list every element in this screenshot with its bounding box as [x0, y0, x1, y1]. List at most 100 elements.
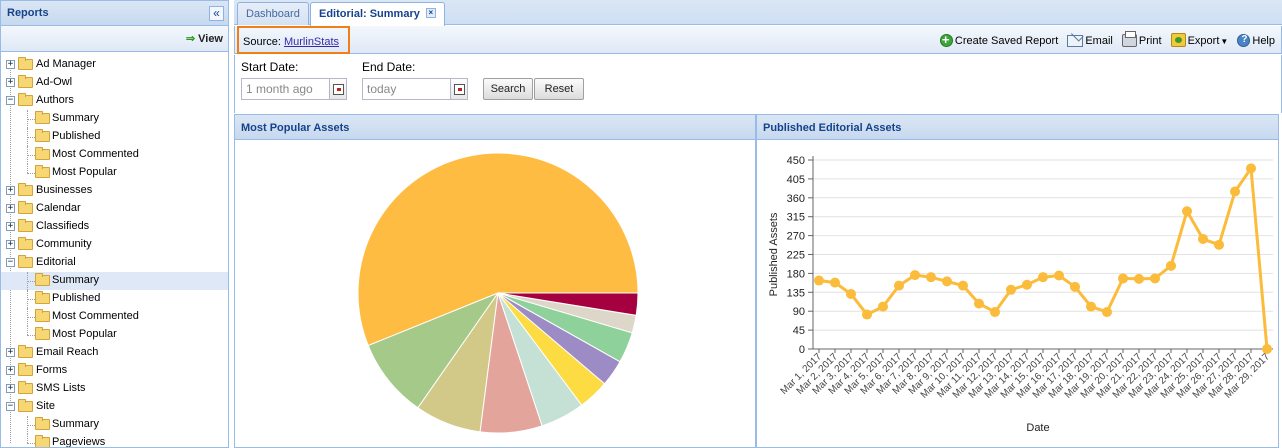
expand-node-icon[interactable]: +	[6, 185, 15, 195]
folder-icon	[35, 165, 50, 178]
tree-connector	[27, 164, 28, 173]
y-tick-label: 180	[787, 268, 805, 280]
tree-connector	[10, 65, 11, 443]
tree-report-label: Summary	[52, 274, 100, 286]
tree-folder[interactable]: + Email Reach	[1, 344, 228, 362]
expand-node-icon[interactable]: +	[6, 203, 15, 213]
tree-connector	[27, 299, 35, 300]
date-filter-bar: Start Date: End Date: Search Reset	[234, 55, 1282, 113]
expand-node-icon[interactable]: +	[6, 239, 15, 249]
tree-report-item[interactable]: Most Commented	[1, 146, 228, 164]
end-date-input[interactable]	[363, 79, 450, 99]
expand-node-icon[interactable]: +	[6, 347, 15, 357]
source-link[interactable]: MurlinStats	[283, 36, 340, 48]
help-button[interactable]: Help	[1237, 34, 1275, 47]
export-button[interactable]: Export▼	[1170, 33, 1228, 47]
data-point	[1006, 284, 1016, 295]
print-button[interactable]: Print	[1121, 31, 1162, 47]
data-point	[878, 301, 888, 312]
tree-report-item[interactable]: Most Commented	[1, 308, 228, 326]
tree-report-item[interactable]: Most Popular	[1, 164, 228, 182]
tree-report-item[interactable]: Pageviews	[1, 434, 228, 448]
tree-folder[interactable]: + Ad Manager	[1, 56, 228, 74]
data-point	[1038, 272, 1048, 283]
tree-connector	[27, 425, 35, 426]
end-date-calendar-icon[interactable]	[451, 78, 468, 100]
folder-icon	[18, 183, 33, 196]
expand-node-icon[interactable]: +	[6, 365, 15, 375]
tree-folder[interactable]: + Businesses	[1, 182, 228, 200]
folder-icon	[18, 255, 33, 268]
most-popular-assets-pie-chart	[357, 152, 639, 434]
tree-folder-label: Ad Manager	[36, 58, 96, 70]
end-date-field[interactable]	[362, 78, 451, 100]
collapse-panel-icon[interactable]: «	[209, 6, 224, 21]
expand-node-icon[interactable]: +	[6, 221, 15, 231]
tree-folder-label: Authors	[36, 94, 74, 106]
folder-icon	[18, 237, 33, 250]
data-point	[1118, 273, 1128, 284]
folder-icon	[18, 57, 33, 70]
tree-report-item[interactable]: Summary	[1, 272, 228, 290]
y-tick-label: 315	[787, 212, 805, 224]
view-button[interactable]: ⇒ View	[186, 32, 223, 45]
expand-node-icon[interactable]: +	[6, 59, 15, 69]
tab-editorial-summary[interactable]: Editorial: Summary ×	[310, 2, 445, 26]
tree-folder[interactable]: + Community	[1, 236, 228, 254]
tree-report-label: Published	[52, 292, 101, 304]
tree-report-item[interactable]: Summary	[1, 110, 228, 128]
tab-dashboard[interactable]: Dashboard	[237, 2, 309, 25]
tree-folder[interactable]: − Site	[1, 398, 228, 416]
start-date-field[interactable]	[241, 78, 330, 100]
source-prefix: Source:	[243, 36, 281, 48]
data-point	[894, 280, 904, 291]
close-tab-icon[interactable]: ×	[425, 8, 436, 18]
tree-report-item[interactable]: Published	[1, 290, 228, 308]
tree-folder[interactable]: + Ad-Owl	[1, 74, 228, 92]
search-button[interactable]: Search	[483, 78, 533, 100]
tree-connector	[27, 137, 35, 138]
tree-report-item[interactable]: Most Popular	[1, 326, 228, 344]
pie-slice	[367, 291, 500, 409]
y-tick-label: 225	[787, 250, 805, 262]
x-axis-title: Date	[1026, 422, 1049, 434]
tree-folder[interactable]: + Classifieds	[1, 218, 228, 236]
expand-node-icon[interactable]: +	[6, 383, 15, 393]
tree-folder[interactable]: − Editorial	[1, 254, 228, 272]
published-editorial-assets-title: Published Editorial Assets	[757, 115, 1278, 140]
tree-report-label: Pageviews	[52, 436, 106, 448]
report-content: Dashboard Editorial: Summary × Source: Mu…	[234, 0, 1282, 448]
collapse-node-icon[interactable]: −	[6, 401, 15, 411]
reset-button[interactable]: Reset	[534, 78, 584, 100]
tree-folder[interactable]: + Forms	[1, 362, 228, 380]
tree-connector	[27, 155, 35, 156]
data-point	[1246, 163, 1256, 174]
tree-connector	[27, 335, 35, 336]
data-point	[846, 288, 856, 299]
start-date-input[interactable]	[242, 79, 329, 99]
y-tick-label: 450	[787, 155, 805, 167]
tree-report-item[interactable]: Summary	[1, 416, 228, 434]
end-date-label: End Date:	[362, 60, 416, 74]
tree-folder[interactable]: + SMS Lists	[1, 380, 228, 398]
toolbar-buttons: Create Saved Report Email Print Export▼ …	[934, 31, 1275, 47]
collapse-node-icon[interactable]: −	[6, 95, 15, 105]
y-axis-title: Published Assets	[768, 212, 780, 296]
help-label: Help	[1252, 35, 1275, 47]
folder-icon	[35, 129, 50, 142]
tree-report-item[interactable]: Published	[1, 128, 228, 146]
tree-connector	[27, 119, 35, 120]
y-tick-label: 360	[787, 193, 805, 205]
tree-report-label: Published	[52, 130, 101, 142]
tree-folder[interactable]: − Authors	[1, 92, 228, 110]
email-button[interactable]: Email	[1067, 35, 1113, 47]
start-date-calendar-icon[interactable]	[330, 78, 347, 100]
tree-report-label: Summary	[52, 112, 100, 124]
tree-folder-label: SMS Lists	[36, 382, 86, 394]
collapse-node-icon[interactable]: −	[6, 257, 15, 267]
tree-folder[interactable]: + Calendar	[1, 200, 228, 218]
create-saved-report-button[interactable]: Create Saved Report	[939, 32, 1058, 47]
tree-folder-label: Businesses	[36, 184, 93, 196]
folder-icon	[18, 345, 33, 358]
expand-node-icon[interactable]: +	[6, 77, 15, 87]
